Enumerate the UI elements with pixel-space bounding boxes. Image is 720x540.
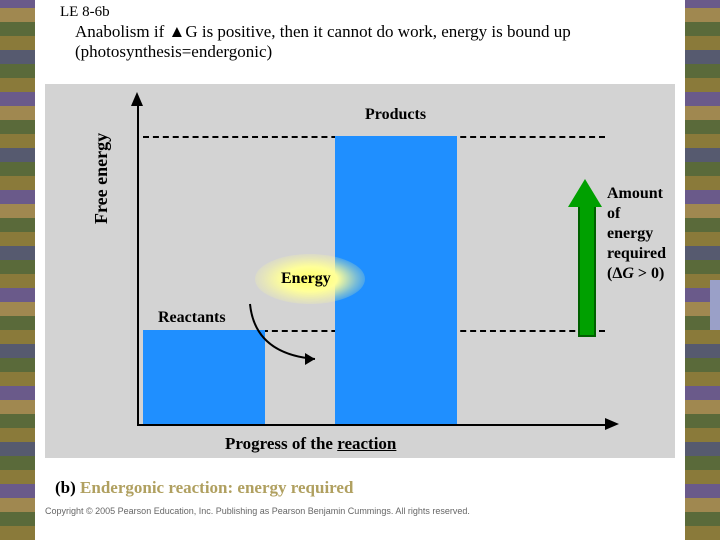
caption-text: Endergonic reaction: energy required [76, 478, 354, 497]
energy-arrow [235, 299, 345, 379]
products-label: Products [365, 106, 426, 124]
x-axis-arrowhead [605, 418, 619, 430]
caption-b: (b) [55, 478, 76, 497]
edge-decoration [710, 280, 720, 330]
slide-code: LE 8-6b [60, 4, 110, 21]
delta-g-label: Amount ofenergyrequired(ΔG > 0) [607, 184, 677, 284]
title-line-2: (photosynthesis=endergonic) [75, 42, 272, 61]
slide-title: Anabolism if ▲G is positive, then it can… [75, 22, 665, 63]
diagram-area: Free energy Products Reactants Energy Am… [45, 84, 675, 458]
y-axis-label: Free energy [91, 133, 112, 224]
y-axis-arrowhead [131, 92, 143, 106]
decorative-border-right [685, 0, 720, 540]
slide: LE 8-6b Anabolism if ▲G is positive, the… [0, 0, 720, 540]
delta-g-arrow [570, 179, 600, 331]
reactants-label: Reactants [158, 309, 226, 327]
title-line-1: Anabolism if ▲G is positive, then it can… [75, 22, 571, 41]
figure-caption: (b) Endergonic reaction: energy required [55, 478, 353, 498]
y-axis [137, 104, 139, 424]
energy-label: Energy [281, 270, 331, 288]
decorative-border-left [0, 0, 35, 540]
copyright-text: Copyright © 2005 Pearson Education, Inc.… [45, 506, 470, 516]
x-axis-label: Progress of the reaction [225, 434, 396, 454]
x-axis [137, 424, 607, 426]
